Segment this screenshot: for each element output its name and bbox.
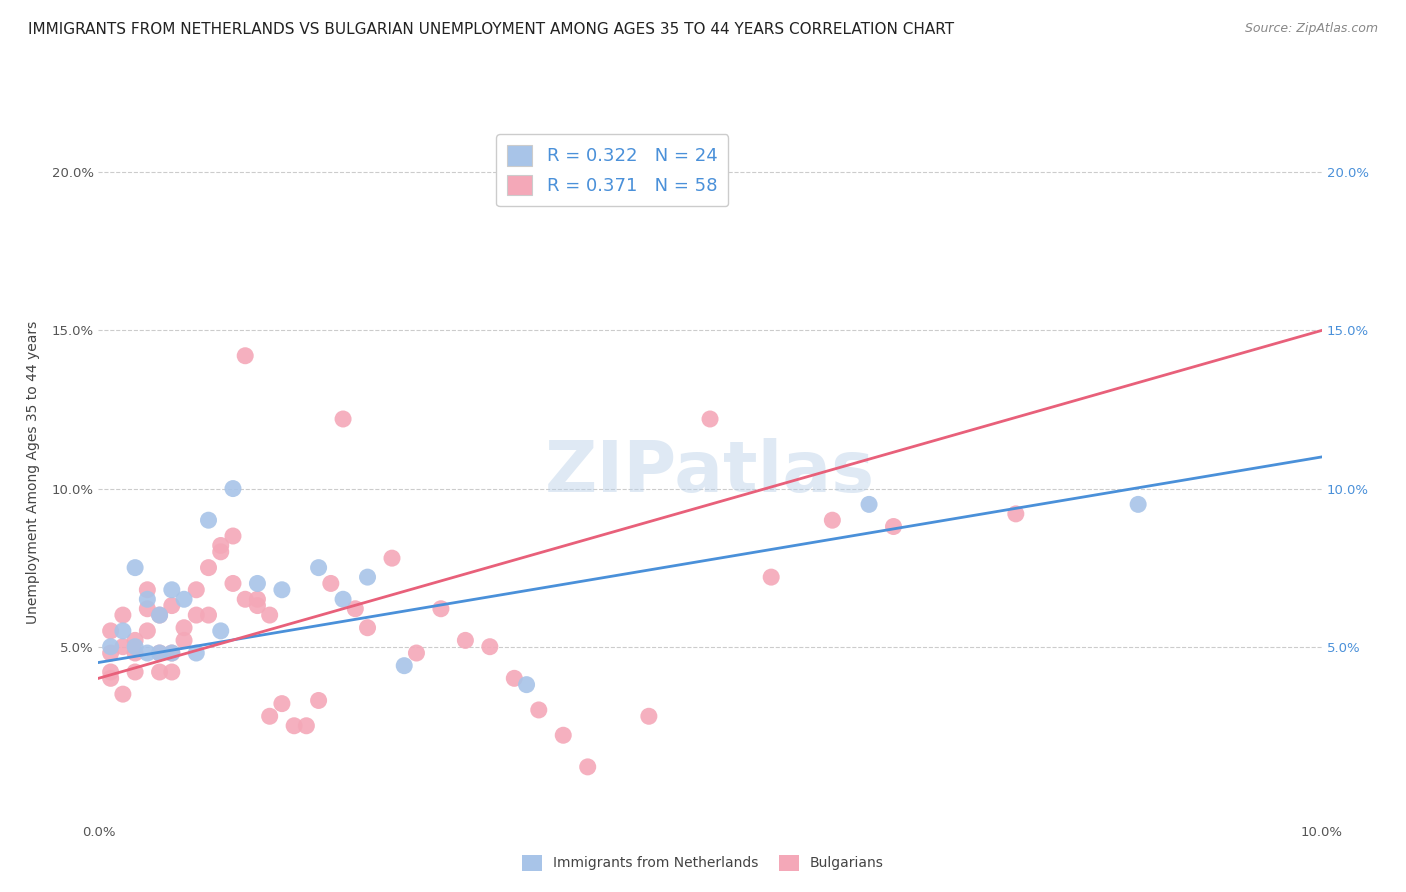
Point [136,646,159,660]
Point [356,570,378,584]
Point [356,621,378,635]
Point [392,658,416,673]
Point [149,646,172,660]
Point [295,719,318,733]
Point [478,640,501,654]
Point [222,576,245,591]
Point [124,665,146,679]
Point [149,608,172,623]
Point [173,592,195,607]
Point [222,529,245,543]
Point [222,482,245,496]
Point [699,412,721,426]
Point [270,582,292,597]
Point [516,678,538,692]
Point [283,719,305,733]
Point [160,599,183,613]
Point [233,592,256,607]
Point [503,671,526,685]
Point [405,646,427,660]
Point [821,513,844,527]
Text: ZIPatlas: ZIPatlas [546,438,875,508]
Point [1004,507,1026,521]
Point [527,703,550,717]
Point [1128,497,1150,511]
Point [209,624,232,638]
Point [100,671,122,685]
Point [576,760,599,774]
Point [124,646,146,660]
Point [209,545,232,559]
Point [111,640,134,654]
Point [186,646,208,660]
Point [197,560,219,574]
Point [124,640,146,654]
Point [308,693,330,707]
Point [136,582,159,597]
Point [454,633,477,648]
Point [197,608,219,623]
Point [553,728,575,742]
Point [111,687,134,701]
Text: IMMIGRANTS FROM NETHERLANDS VS BULGARIAN UNEMPLOYMENT AMONG AGES 35 TO 44 YEARS : IMMIGRANTS FROM NETHERLANDS VS BULGARIAN… [28,22,955,37]
Point [209,539,232,553]
Point [149,608,172,623]
Point [319,576,342,591]
Point [246,592,269,607]
Point [100,640,122,654]
Point [136,601,159,615]
Point [160,665,183,679]
Point [332,412,354,426]
Point [149,665,172,679]
Point [136,592,159,607]
Point [246,599,269,613]
Point [111,624,134,638]
Point [160,582,183,597]
Point [186,582,208,597]
Point [246,576,269,591]
Point [124,560,146,574]
Point [381,551,404,566]
Point [858,497,880,511]
Point [233,349,256,363]
Point [759,570,782,584]
Point [259,608,281,623]
Point [637,709,661,723]
Point [100,665,122,679]
Point [344,601,367,615]
Point [186,608,208,623]
Point [430,601,453,615]
Point [197,513,219,527]
Point [332,592,354,607]
Point [173,633,195,648]
Point [124,633,146,648]
Point [308,560,330,574]
Point [149,646,172,660]
Point [259,709,281,723]
Point [136,624,159,638]
Point [160,646,183,660]
Point [883,519,905,533]
Text: Source: ZipAtlas.com: Source: ZipAtlas.com [1244,22,1378,36]
Legend: Immigrants from Netherlands, Bulgarians: Immigrants from Netherlands, Bulgarians [517,849,889,876]
Point [111,608,134,623]
Point [270,697,292,711]
Point [173,621,195,635]
Point [100,646,122,660]
Point [160,646,183,660]
Point [100,624,122,638]
Legend: R = 0.322   N = 24, R = 0.371   N = 58: R = 0.322 N = 24, R = 0.371 N = 58 [496,134,728,206]
Y-axis label: Unemployment Among Ages 35 to 44 years: Unemployment Among Ages 35 to 44 years [27,321,41,624]
